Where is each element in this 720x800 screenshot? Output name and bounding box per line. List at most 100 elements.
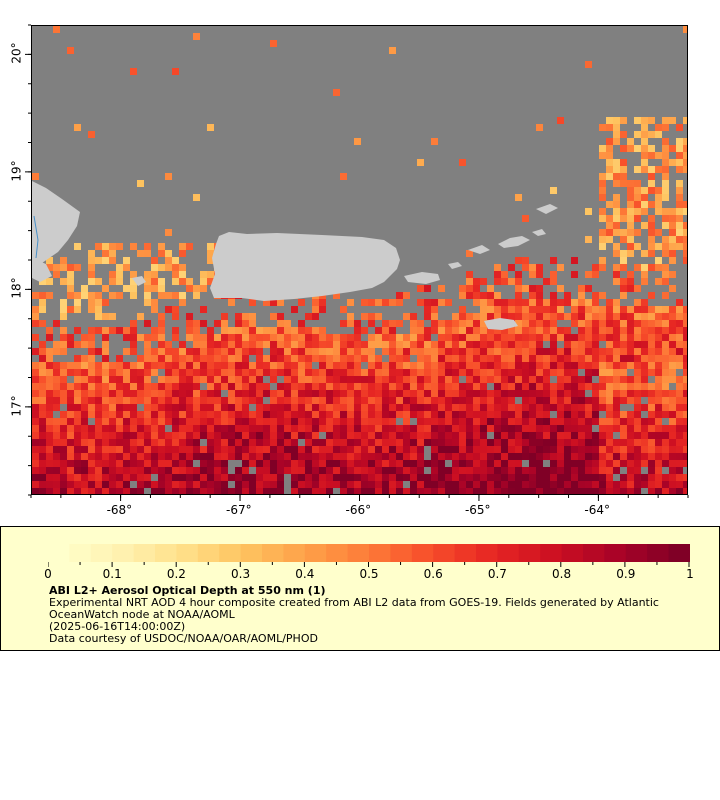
aod-pixel — [137, 355, 144, 362]
aod-pixel — [557, 369, 564, 376]
aod-pixel — [543, 418, 550, 425]
aod-pixel — [277, 467, 284, 474]
aod-pixel — [221, 369, 228, 376]
aod-pixel — [389, 348, 396, 355]
aod-pixel — [53, 425, 60, 432]
aod-pixel — [459, 285, 466, 292]
aod-pixel — [256, 460, 263, 467]
aod-pixel — [193, 404, 200, 411]
aod-pixel — [564, 488, 571, 494]
aod-pixel — [46, 390, 53, 397]
aod-pixel — [662, 215, 669, 222]
aod-pixel — [221, 488, 228, 494]
aod-pixel — [494, 271, 501, 278]
colorbar-segment — [625, 544, 648, 562]
aod-pixel — [396, 411, 403, 418]
aod-pixel — [326, 481, 333, 488]
aod-pixel — [88, 299, 95, 306]
aod-pixel — [333, 383, 340, 390]
aod-pixel — [473, 404, 480, 411]
aod-pixel — [214, 439, 221, 446]
aod-pixel — [165, 173, 172, 180]
aod-pixel — [144, 418, 151, 425]
aod-pixel — [165, 460, 172, 467]
aod-pixel — [613, 278, 620, 285]
aod-pixel — [277, 369, 284, 376]
aod-pixel — [312, 418, 319, 425]
aod-pixel — [515, 439, 522, 446]
aod-pixel — [662, 460, 669, 467]
aod-pixel — [263, 355, 270, 362]
aod-pixel — [312, 299, 319, 306]
aod-pixel — [361, 327, 368, 334]
aod-pixel — [158, 278, 165, 285]
aod-pixel — [676, 124, 683, 131]
aod-pixel — [137, 313, 144, 320]
aod-pixel — [669, 439, 676, 446]
aod-pixel — [648, 411, 655, 418]
aod-pixel — [158, 250, 165, 257]
aod-map[interactable] — [31, 25, 688, 495]
aod-pixel — [186, 467, 193, 474]
aod-pixel — [683, 26, 687, 33]
aod-pixels — [32, 26, 687, 494]
aod-pixel — [109, 411, 116, 418]
aod-pixel — [438, 481, 445, 488]
aod-pixel — [592, 404, 599, 411]
aod-pixel — [501, 278, 508, 285]
aod-pixel — [662, 348, 669, 355]
colorbar-tick-label: 0.8 — [552, 567, 572, 581]
aod-pixel — [634, 453, 641, 460]
aod-pixel — [270, 348, 277, 355]
aod-pixel — [207, 348, 214, 355]
aod-pixel — [466, 334, 473, 341]
aod-pixel — [123, 481, 130, 488]
aod-pixel — [487, 439, 494, 446]
aod-pixel — [445, 453, 452, 460]
aod-pixel — [109, 362, 116, 369]
aod-pixel — [389, 488, 396, 494]
aod-pixel — [466, 348, 473, 355]
aod-pixel — [445, 397, 452, 404]
aod-pixel — [144, 404, 151, 411]
aod-pixel — [620, 313, 627, 320]
colorbar-segment — [604, 544, 627, 562]
aod-pixel — [60, 348, 67, 355]
aod-pixel — [403, 411, 410, 418]
aod-pixel — [102, 376, 109, 383]
aod-pixel — [494, 369, 501, 376]
aod-pixel — [144, 383, 151, 390]
aod-pixel — [613, 369, 620, 376]
aod-pixel — [648, 446, 655, 453]
aod-pixel — [158, 446, 165, 453]
aod-pixel — [494, 404, 501, 411]
aod-pixel — [508, 341, 515, 348]
aod-pixel — [95, 488, 102, 494]
aod-pixel — [361, 404, 368, 411]
aod-pixel — [459, 411, 466, 418]
aod-pixel — [606, 369, 613, 376]
aod-pixel — [165, 341, 172, 348]
aod-pixel — [599, 460, 606, 467]
aod-pixel — [228, 418, 235, 425]
aod-pixel — [284, 397, 291, 404]
aod-pixel — [305, 327, 312, 334]
aod-pixel — [123, 376, 130, 383]
aod-pixel — [641, 474, 648, 481]
aod-pixel — [60, 390, 67, 397]
aod-pixel — [606, 488, 613, 494]
aod-pixel — [361, 460, 368, 467]
aod-pixel — [557, 285, 564, 292]
aod-pixel — [683, 229, 687, 236]
aod-pixel — [263, 404, 270, 411]
aod-pixel — [648, 236, 655, 243]
aod-pixel — [655, 187, 662, 194]
aod-pixel — [431, 376, 438, 383]
aod-pixel — [494, 467, 501, 474]
aod-pixel — [620, 250, 627, 257]
aod-pixel — [221, 439, 228, 446]
aod-pixel — [228, 397, 235, 404]
aod-pixel — [494, 460, 501, 467]
aod-pixel — [305, 481, 312, 488]
aod-pixel — [627, 418, 634, 425]
